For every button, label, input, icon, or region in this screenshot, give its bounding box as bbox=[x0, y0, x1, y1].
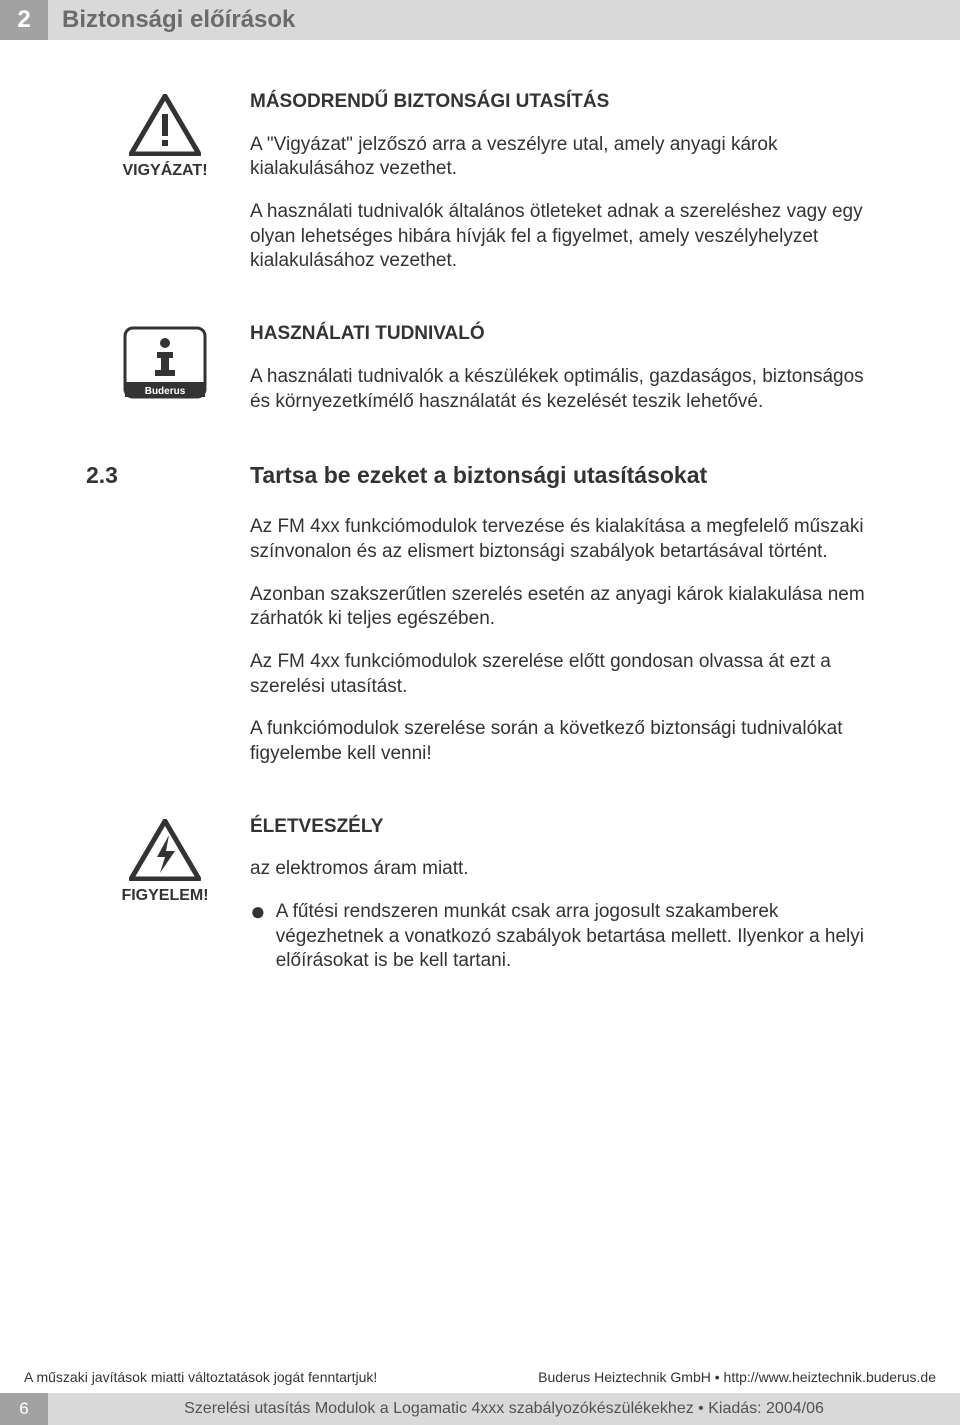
footer-meta: A műszaki javítások miatti változtatások… bbox=[0, 1369, 960, 1393]
danger-caption: FIGYELEM! bbox=[121, 887, 208, 905]
warning-triangle-icon bbox=[129, 94, 201, 156]
bullet-icon: ● bbox=[250, 900, 266, 922]
info-box-icon: Buderus bbox=[123, 326, 207, 399]
body-spacer bbox=[80, 515, 250, 785]
chapter-header: 2 Biztonsági előírások bbox=[0, 0, 960, 40]
caution-caption: VIGYÁZAT! bbox=[122, 162, 207, 180]
danger-block: FIGYELEM! ÉLETVESZÉLY az elektromos áram… bbox=[80, 815, 880, 974]
page-number: 6 bbox=[0, 1393, 48, 1425]
page-footer: A műszaki javítások miatti változtatások… bbox=[0, 1369, 960, 1425]
footer-doc-title: Szerelési utasítás Modulok a Logamatic 4… bbox=[48, 1393, 960, 1425]
caution-p2: A használati tudnivalók általános ötlete… bbox=[250, 200, 880, 274]
electric-warning-icon bbox=[129, 819, 201, 881]
footer-right: Buderus Heiztechnik GmbH • http://www.he… bbox=[538, 1369, 936, 1385]
info-p1: A használati tudnivalók a készülékek opt… bbox=[250, 365, 880, 414]
info-text: HASZNÁLATI TUDNIVALÓ A használati tudniv… bbox=[250, 322, 880, 432]
danger-heading: ÉLETVESZÉLY bbox=[250, 815, 880, 840]
danger-text: ÉLETVESZÉLY az elektromos áram miatt. ● … bbox=[250, 815, 880, 974]
chapter-title: Biztonsági előírások bbox=[48, 0, 960, 40]
chapter-number: 2 bbox=[0, 0, 48, 40]
body-block: Az FM 4xx funkciómodulok tervezése és ki… bbox=[80, 515, 880, 785]
section-number: 2.3 bbox=[80, 462, 250, 489]
caution-heading: MÁSODRENDŰ BIZTONSÁGI UTASÍTÁS bbox=[250, 90, 880, 115]
danger-bullet: ● A fűtési rendszeren munkát csak arra j… bbox=[250, 900, 880, 974]
body-text: Az FM 4xx funkciómodulok tervezése és ki… bbox=[250, 515, 880, 785]
info-brand: Buderus bbox=[145, 386, 186, 397]
footer-bar: 6 Szerelési utasítás Modulok a Logamatic… bbox=[0, 1393, 960, 1425]
info-heading: HASZNÁLATI TUDNIVALÓ bbox=[250, 322, 880, 347]
info-icon-column: Buderus bbox=[80, 322, 250, 432]
caution-text: MÁSODRENDŰ BIZTONSÁGI UTASÍTÁS A "Vigyáz… bbox=[250, 90, 880, 292]
page-content: VIGYÁZAT! MÁSODRENDŰ BIZTONSÁGI UTASÍTÁS… bbox=[0, 40, 960, 974]
section-title: Tartsa be ezeket a biztonsági utasítások… bbox=[250, 462, 707, 489]
danger-icon-column: FIGYELEM! bbox=[80, 815, 250, 974]
danger-p1: az elektromos áram miatt. bbox=[250, 857, 880, 882]
footer-left: A műszaki javítások miatti változtatások… bbox=[24, 1369, 377, 1385]
body-p2: Azonban szakszerűtlen szerelés esetén az… bbox=[250, 583, 880, 632]
body-p4: A funkciómodulok szerelése során a követ… bbox=[250, 717, 880, 766]
section-heading: 2.3 Tartsa be ezeket a biztonsági utasít… bbox=[80, 462, 880, 489]
body-p3: Az FM 4xx funkciómodulok szerelése előtt… bbox=[250, 650, 880, 699]
caution-icon-column: VIGYÁZAT! bbox=[80, 90, 250, 292]
info-block: Buderus HASZNÁLATI TUDNIVALÓ A használat… bbox=[80, 322, 880, 432]
body-p1: Az FM 4xx funkciómodulok tervezése és ki… bbox=[250, 515, 880, 564]
caution-block: VIGYÁZAT! MÁSODRENDŰ BIZTONSÁGI UTASÍTÁS… bbox=[80, 90, 880, 292]
danger-bullet-text: A fűtési rendszeren munkát csak arra jog… bbox=[276, 900, 880, 974]
caution-p1: A "Vigyázat" jelzőszó arra a veszélyre u… bbox=[250, 133, 880, 182]
